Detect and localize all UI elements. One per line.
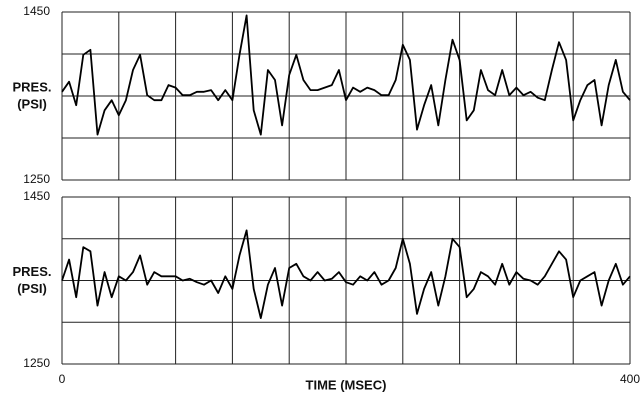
y-tick-label: 1250 [23,356,50,370]
x-axis-label: TIME (MSEC) [306,377,387,392]
y-axis-label: PRES. [12,264,51,279]
y-axis-label: (PSI) [17,96,47,111]
pressure-trace [61,14,631,136]
y-tick-label: 1250 [23,172,50,186]
y-tick-label: 1450 [23,189,50,203]
y-tick-label: 1450 [23,4,50,18]
x-tick-label: 0 [59,372,66,386]
x-tick-label: 400 [620,372,640,386]
y-axis-label: (PSI) [17,281,47,296]
pressure-trace [61,229,631,319]
y-axis-label: PRES. [12,79,51,94]
